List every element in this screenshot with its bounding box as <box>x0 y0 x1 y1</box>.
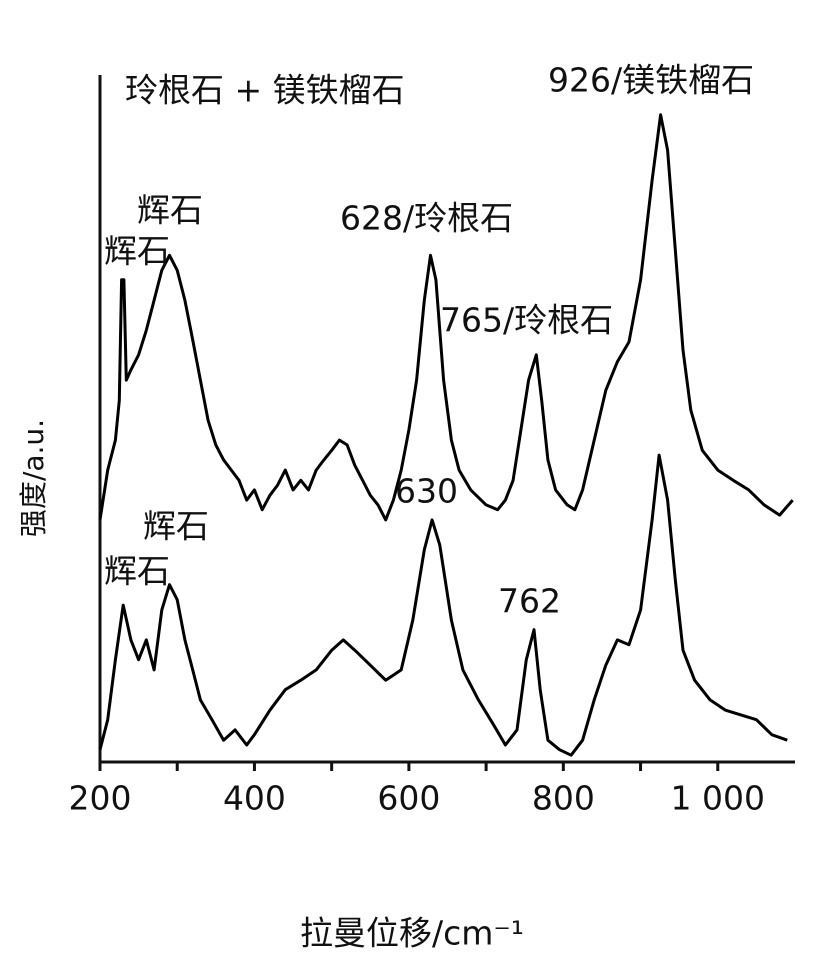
annotation: 926/镁铁榴石 <box>548 61 754 100</box>
spectrum-line <box>98 113 794 522</box>
annotation: 辉石 <box>137 191 203 230</box>
x-tick-label: 1 000 <box>671 779 765 818</box>
spectrum-line <box>98 453 788 757</box>
annotation: 765/玲根石 <box>440 301 613 340</box>
annotation: 辉石 <box>104 552 170 591</box>
annotation: 玲根石 + 镁铁榴石 <box>125 71 405 110</box>
annotation: 630 <box>395 472 458 511</box>
x-tick-label: 800 <box>532 779 595 818</box>
x-axis-label: 拉曼位移/cm⁻¹ <box>300 914 524 953</box>
annotation: 762 <box>498 582 561 621</box>
x-tick-label: 400 <box>223 779 286 818</box>
x-tick-label: 600 <box>377 779 440 818</box>
annotation: 辉石 <box>143 507 209 546</box>
x-tick-label: 200 <box>69 779 132 818</box>
annotation: 辉石 <box>104 232 170 271</box>
y-axis-label: 强度/a.u. <box>17 419 50 537</box>
annotation: 628/玲根石 <box>340 199 513 238</box>
